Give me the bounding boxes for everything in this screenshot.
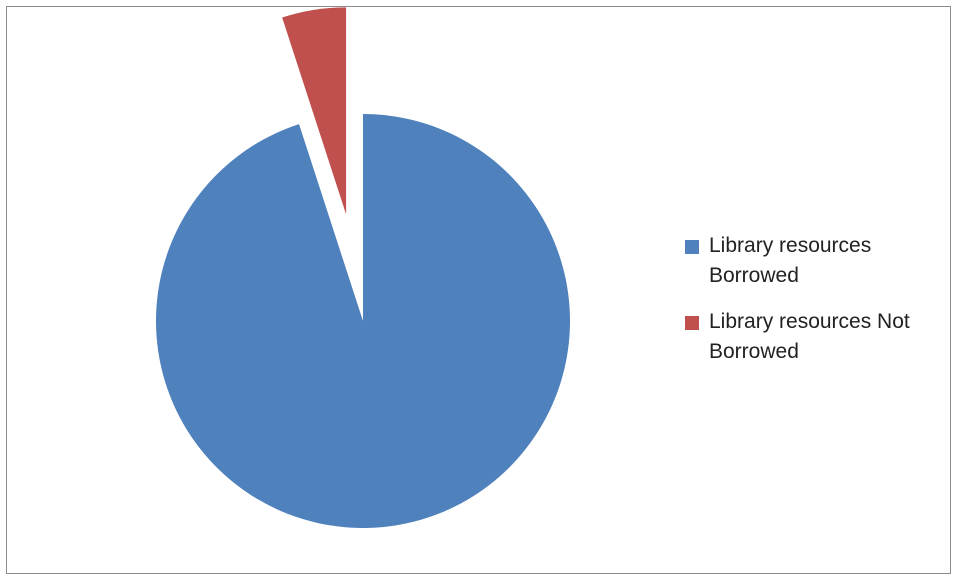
pie-slice-not-borrowed xyxy=(282,7,347,215)
legend-swatch-borrowed xyxy=(685,240,699,254)
legend-item-borrowed: Library resources Borrowed xyxy=(685,231,950,291)
legend-label-borrowed: Library resources Borrowed xyxy=(709,234,872,287)
chart-legend: Library resources Borrowed Library resou… xyxy=(685,231,950,383)
legend-label-not-borrowed: Library resources Not Borrowed xyxy=(709,310,910,363)
legend-swatch-not-borrowed xyxy=(685,316,699,330)
pie-chart xyxy=(155,7,570,528)
legend-item-not-borrowed: Library resources Not Borrowed xyxy=(685,307,950,367)
pie-slice-borrowed xyxy=(155,114,570,528)
chart-area: Library resources Borrowed Library resou… xyxy=(6,6,951,574)
